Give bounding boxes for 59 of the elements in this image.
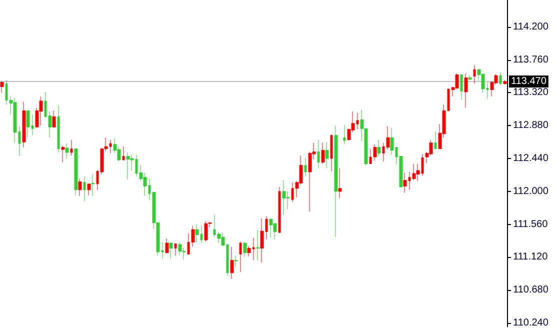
candlestick [403, 172, 407, 194]
candlestick [165, 238, 169, 254]
candlestick [169, 242, 173, 259]
candlestick [204, 221, 208, 242]
candlestick [234, 255, 238, 268]
candlestick [22, 101, 26, 148]
candlestick [61, 146, 65, 162]
candlestick [460, 74, 463, 100]
y-tick-label: 112.000 [513, 186, 549, 197]
candlestick [70, 140, 73, 156]
candlestick [499, 72, 502, 86]
candlestick [65, 143, 69, 159]
candlestick [26, 110, 30, 138]
candlestick [74, 148, 78, 196]
candlestick [178, 242, 182, 256]
candlestick [278, 186, 281, 234]
candlestick [343, 124, 346, 145]
candlestick [317, 140, 320, 168]
candlestick [174, 243, 177, 256]
candlestick [78, 178, 82, 196]
candlestick [325, 142, 329, 168]
candlestick [373, 144, 377, 161]
y-tick-label: 113.760 [513, 54, 549, 66]
candlestick [434, 131, 437, 150]
candlestick [473, 64, 476, 84]
candlestick [0, 81, 4, 93]
candlestick [282, 180, 286, 215]
candlestick [256, 230, 260, 260]
y-tick-label: 114.200 [513, 21, 549, 32]
candlestick [91, 174, 95, 196]
y-tick-label: 111.120 [513, 252, 548, 263]
candlestick [195, 224, 199, 242]
y-tick-label: 112.440 [513, 153, 549, 164]
candlestick [503, 80, 507, 85]
candlestick [243, 242, 247, 258]
y-tick-label: 112.880 [513, 120, 549, 132]
candlestick [230, 246, 234, 280]
candlestick [304, 158, 307, 177]
candlestick [260, 218, 264, 263]
candlestick [334, 125, 338, 238]
candlestick [83, 176, 86, 202]
candlestick [87, 184, 91, 196]
candlestick [52, 110, 56, 128]
candlestick [57, 105, 60, 153]
candlestick [464, 73, 468, 108]
candlestick [122, 146, 125, 160]
y-tick-label: 110.240 [513, 318, 549, 328]
y-tick-label: 113.320 [513, 87, 549, 98]
candlestick [330, 134, 333, 172]
y-tick-label: 111.560 [513, 218, 548, 230]
candlestick [239, 241, 242, 272]
y-tick-label: 110.680 [513, 284, 549, 296]
candlestick [269, 218, 273, 238]
candlestick [377, 140, 381, 157]
candlestick [39, 96, 43, 126]
candlestick [126, 152, 130, 180]
candlestick [338, 168, 342, 198]
candlestick [321, 142, 325, 164]
ref-line-label: 113.470 [511, 76, 547, 87]
